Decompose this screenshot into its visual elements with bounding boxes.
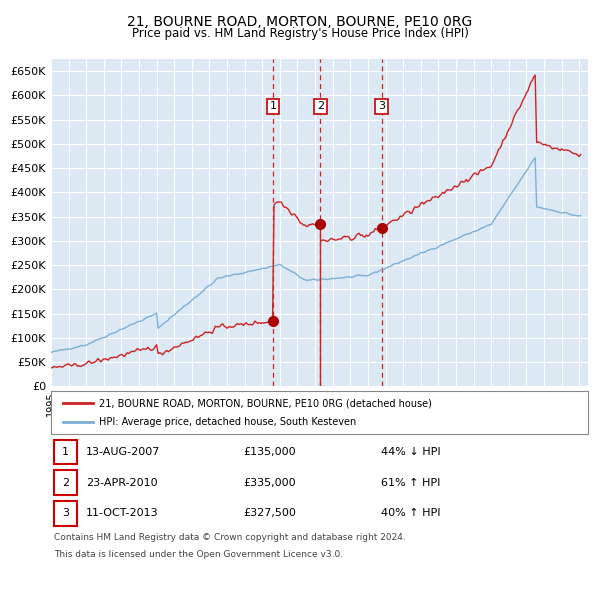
Text: 21, BOURNE ROAD, MORTON, BOURNE, PE10 0RG (detached house): 21, BOURNE ROAD, MORTON, BOURNE, PE10 0R… bbox=[99, 398, 432, 408]
Text: 11-OCT-2013: 11-OCT-2013 bbox=[86, 509, 158, 518]
Text: 3: 3 bbox=[62, 509, 69, 518]
Text: 21, BOURNE ROAD, MORTON, BOURNE, PE10 0RG: 21, BOURNE ROAD, MORTON, BOURNE, PE10 0R… bbox=[127, 15, 473, 29]
Text: £135,000: £135,000 bbox=[243, 447, 296, 457]
Text: 2: 2 bbox=[317, 101, 324, 112]
Text: £327,500: £327,500 bbox=[243, 509, 296, 518]
Text: 23-APR-2010: 23-APR-2010 bbox=[86, 478, 157, 487]
Text: Price paid vs. HM Land Registry's House Price Index (HPI): Price paid vs. HM Land Registry's House … bbox=[131, 27, 469, 40]
Text: Contains HM Land Registry data © Crown copyright and database right 2024.: Contains HM Land Registry data © Crown c… bbox=[54, 533, 406, 542]
Text: 3: 3 bbox=[378, 101, 385, 112]
Text: 1: 1 bbox=[62, 447, 69, 457]
Text: This data is licensed under the Open Government Licence v3.0.: This data is licensed under the Open Gov… bbox=[54, 550, 343, 559]
Text: 13-AUG-2007: 13-AUG-2007 bbox=[86, 447, 160, 457]
Text: 2: 2 bbox=[62, 478, 69, 487]
Text: 1: 1 bbox=[269, 101, 277, 112]
Text: 61% ↑ HPI: 61% ↑ HPI bbox=[381, 478, 440, 487]
Text: 40% ↑ HPI: 40% ↑ HPI bbox=[381, 509, 440, 518]
Text: 44% ↓ HPI: 44% ↓ HPI bbox=[381, 447, 440, 457]
Text: £335,000: £335,000 bbox=[243, 478, 296, 487]
Text: HPI: Average price, detached house, South Kesteven: HPI: Average price, detached house, Sout… bbox=[99, 417, 356, 427]
